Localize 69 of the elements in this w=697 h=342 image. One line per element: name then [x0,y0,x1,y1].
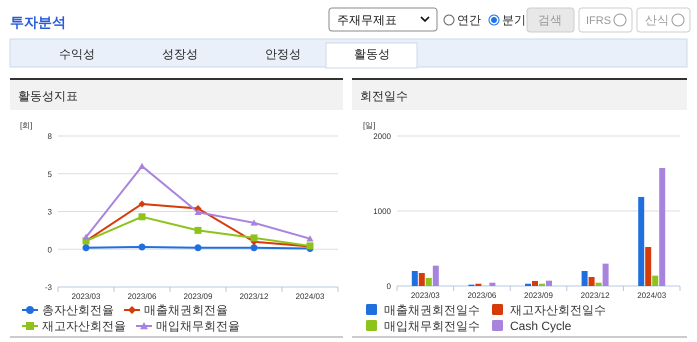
bar [412,271,418,286]
text: 주재무제표 [337,13,397,27]
bar [489,282,496,286]
point [194,244,202,252]
text: 안정성 [265,47,301,61]
y-tick-label: 3 [48,208,53,216]
bar [418,273,425,286]
point [250,234,258,242]
legend-label: Cash Cycle [510,319,572,333]
legend-label: 매출채권회전율 [144,303,228,317]
point [138,213,146,220]
text: 분기 [502,13,526,27]
bar [645,247,652,286]
y-tick-label: 0 [386,282,392,291]
point [138,162,146,169]
bar [659,168,666,286]
text: 활동성 [354,47,390,61]
x-tick-label: 2023/12 [580,291,610,300]
x-tick-label: 2023/09 [524,291,554,300]
bar [652,276,658,286]
y-tick-label: -3 [44,283,53,292]
y-axis-title: [일] [363,121,376,130]
x-tick-label: 2024/03 [296,292,326,301]
point [250,244,258,252]
legend-label: 매입채무회전일수 [384,319,480,333]
y-tick-label: 8 [48,132,53,141]
point [138,200,146,208]
text: 성장성 [162,47,198,61]
bar [532,280,538,286]
text: 투자분석 [10,14,66,30]
text: 연간 [457,13,481,27]
legend-label: 재고자산회전일수 [510,303,606,317]
bar [546,280,552,286]
point [82,244,90,252]
point [82,234,90,240]
chart-title: 활동성지표 [18,89,78,103]
x-tick-label: 2023/03 [410,291,440,300]
y-tick-label: 2000 [373,132,392,141]
bar [596,282,602,286]
text: 수익성 [59,47,95,61]
y-tick-label: 0 [48,245,53,254]
bar [426,278,432,286]
text: IFRS [586,15,612,27]
chart-title: 회전일수 [360,89,408,103]
bar [638,196,644,286]
bar [582,271,588,286]
x-tick-label: 2024/03 [637,291,667,300]
text: 검색 [538,13,562,27]
y-tick-label: 5 [48,170,53,179]
point [250,219,258,226]
point [194,226,202,234]
bar [432,266,439,286]
legend-label: 매출채권회전일수 [384,303,480,317]
text: 산식 [645,13,669,27]
point [306,235,314,242]
x-tick-label: 2023/03 [72,292,102,301]
legend-label: 재고자산회전율 [42,319,126,333]
legend-label: 매입채무회전율 [156,319,240,333]
x-tick-label: 2023/06 [467,291,497,300]
point [194,208,202,216]
y-tick-label: 1000 [373,207,392,216]
x-tick-label: 2023/09 [184,292,214,301]
bar [602,264,609,286]
legend-label: 총자산회전율 [42,303,114,317]
x-tick-label: 2023/12 [240,292,270,301]
x-tick-label: 2023/06 [128,292,158,301]
y-axis-title: [회] [20,121,32,130]
point [138,243,146,250]
bar [588,277,595,286]
